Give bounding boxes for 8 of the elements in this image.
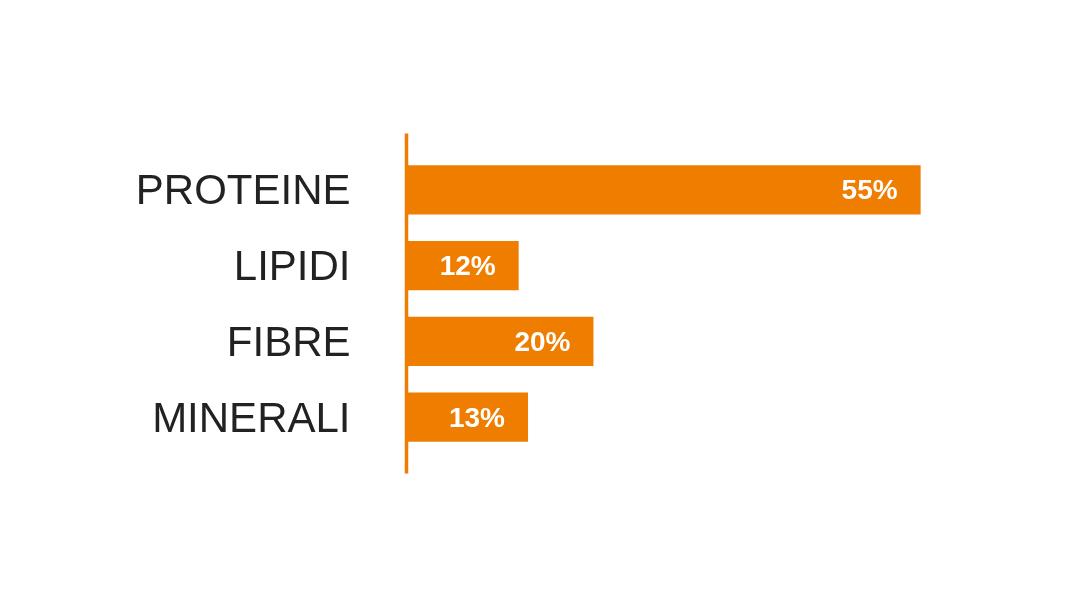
- data-label: 20%: [514, 325, 571, 357]
- y-tick-label: LIPIDI: [233, 242, 351, 290]
- y-tick-label: PROTEINE: [135, 166, 351, 214]
- data-label: 12%: [439, 250, 496, 282]
- y-tick-label: FIBRE: [226, 317, 351, 365]
- data-label: 55%: [841, 174, 898, 206]
- y-tick-label: MINERALI: [152, 393, 351, 441]
- data-label: 13%: [448, 401, 506, 433]
